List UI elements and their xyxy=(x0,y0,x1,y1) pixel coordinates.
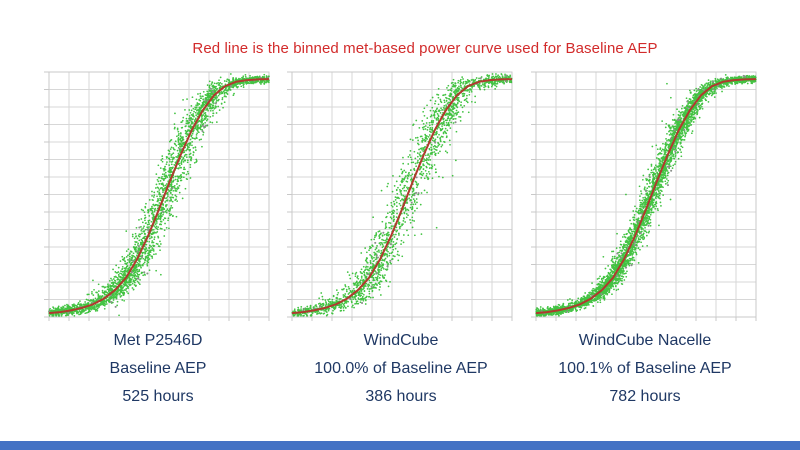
caption-line-sensor: WindCube Nacelle xyxy=(578,332,712,349)
plot-windcube-nacelle xyxy=(528,69,760,323)
plot-met-p2546d xyxy=(41,69,273,323)
footer-accent-bar xyxy=(0,441,800,450)
plot-windcube xyxy=(284,69,516,323)
scatter-chart-met-p2546d xyxy=(44,71,270,321)
caption-line-aep: Baseline AEP xyxy=(109,360,207,377)
caption-line-hours: 525 hours xyxy=(122,388,194,405)
plot-caption-windcube-nacelle: WindCube Nacelle 100.1% of Baseline AEP … xyxy=(485,327,800,411)
caption-line-hours: 782 hours xyxy=(609,388,681,405)
caption-line-sensor: Met P2546D xyxy=(113,332,203,349)
caption-line-aep: 100.1% of Baseline AEP xyxy=(558,360,732,377)
plot-caption-windcube: WindCube 100.0% of Baseline AEP 386 hour… xyxy=(241,327,561,411)
caption-line-aep: 100.0% of Baseline AEP xyxy=(314,360,488,377)
scatter-chart-windcube-nacelle xyxy=(531,71,757,321)
page-title: Red line is the binned met-based power c… xyxy=(192,40,658,57)
caption-line-hours: 386 hours xyxy=(365,388,437,405)
scatter-chart-windcube xyxy=(287,71,513,321)
caption-line-sensor: WindCube xyxy=(363,332,439,349)
plot-caption-met-p2546d: Met P2546D Baseline AEP 525 hours xyxy=(0,327,318,411)
